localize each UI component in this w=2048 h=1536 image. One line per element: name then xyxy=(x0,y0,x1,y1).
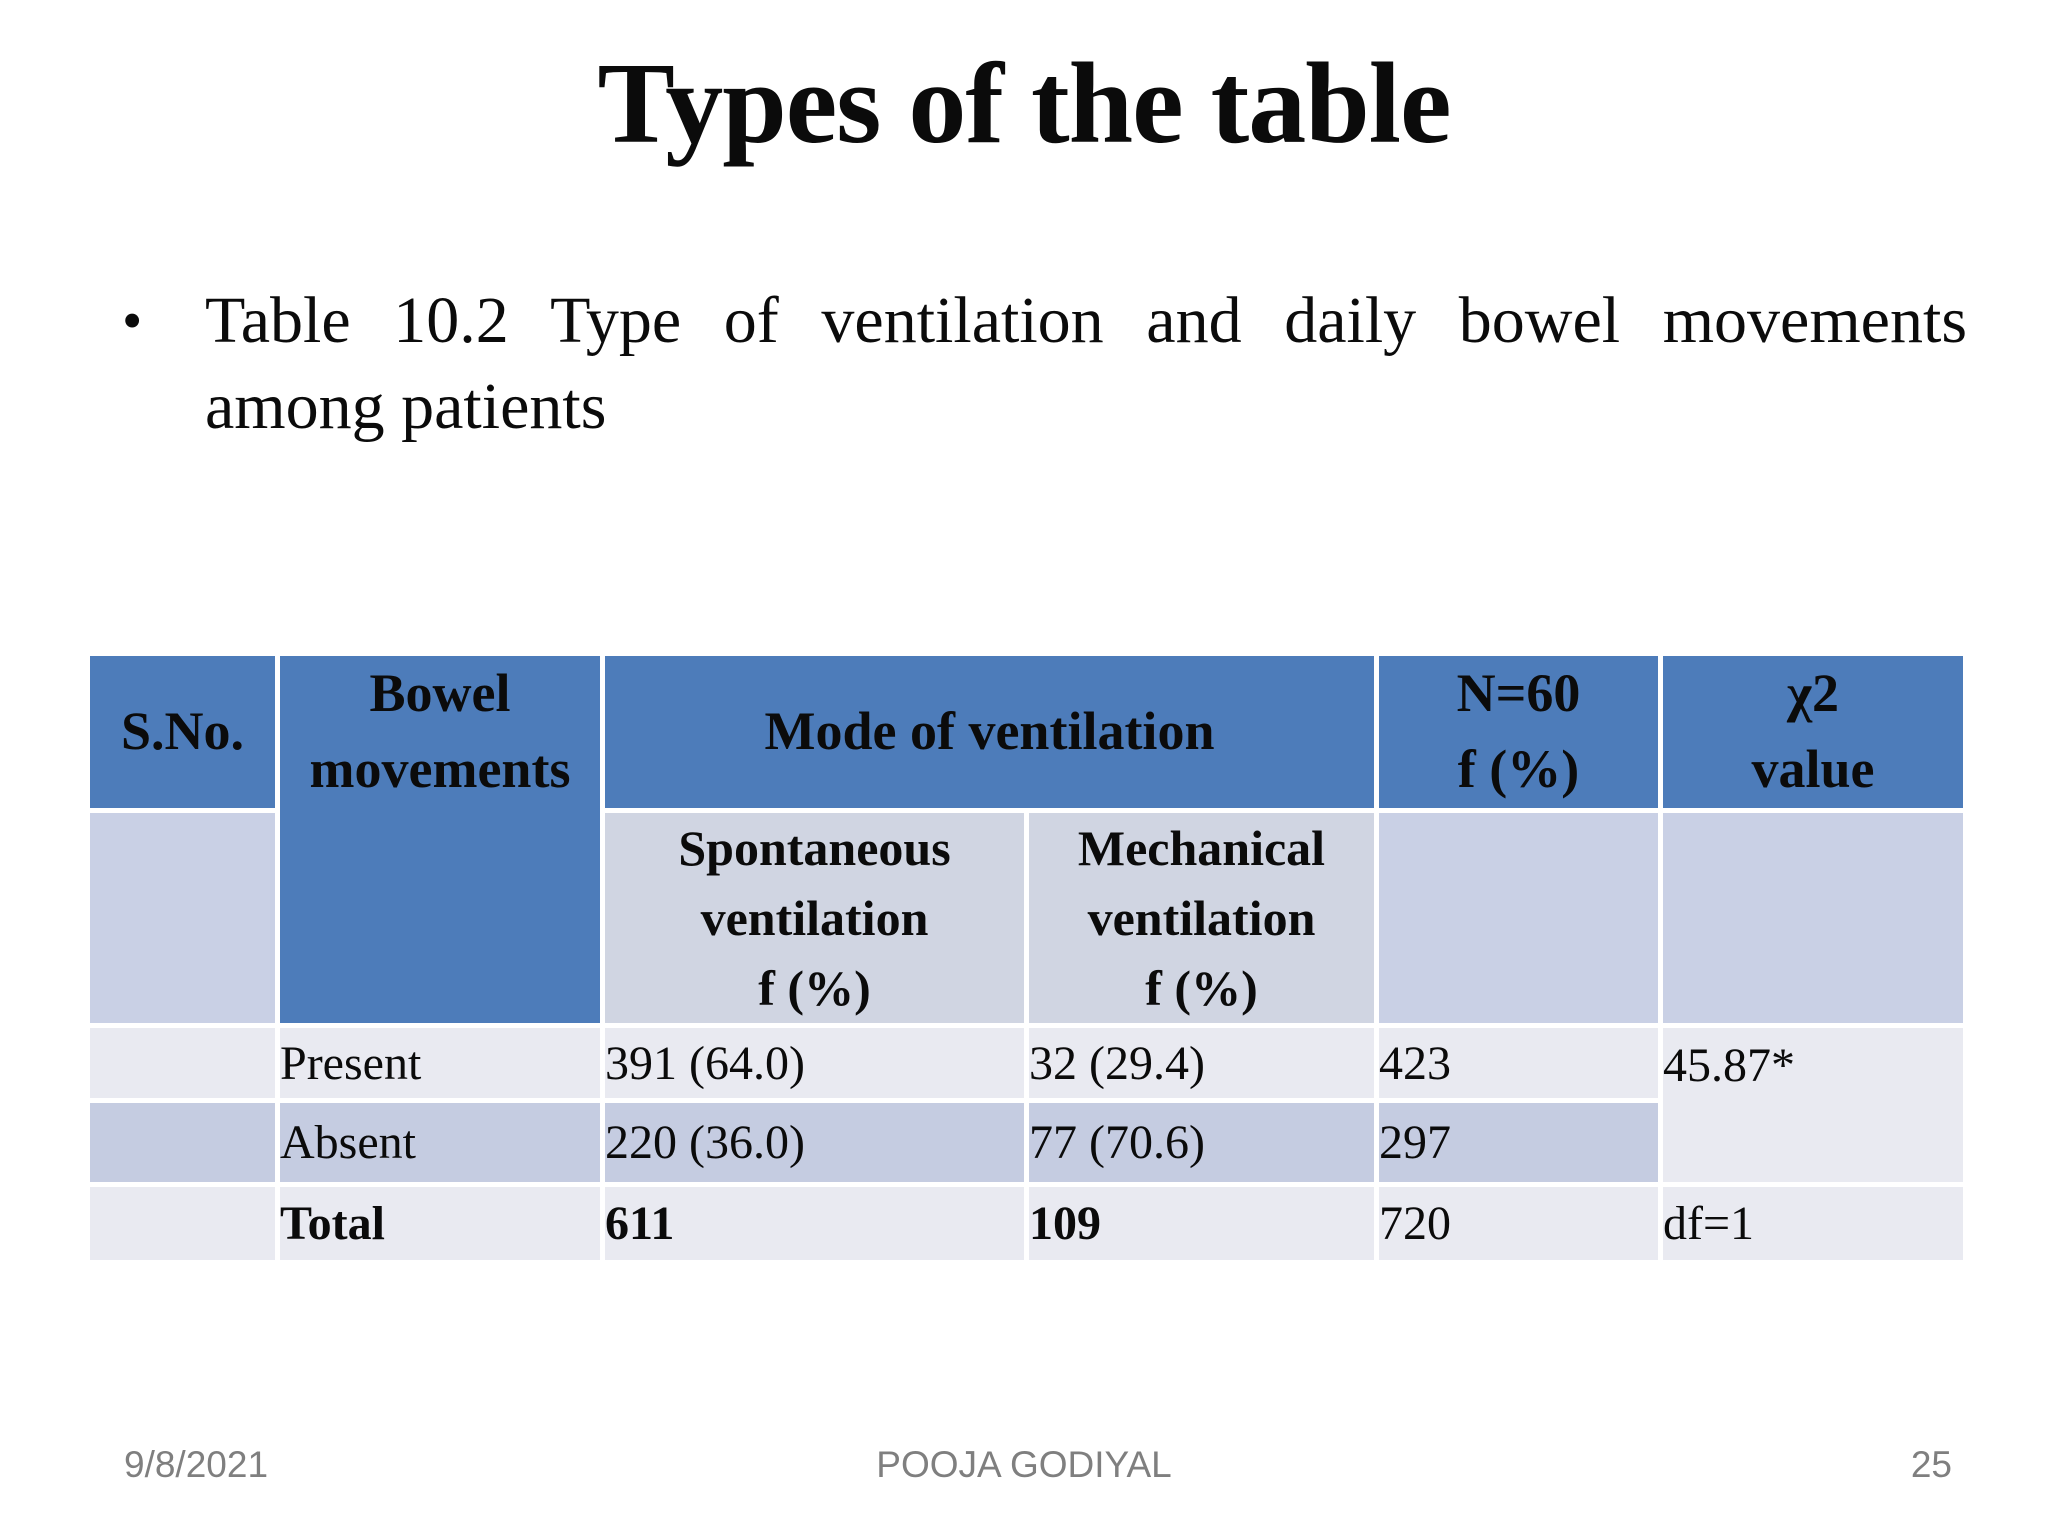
results-table: S.No. Bowel movements Mode of ventilatio… xyxy=(85,651,1968,1265)
subheader-spont-line-1: Spontaneous xyxy=(678,820,951,876)
header-cell-n60: N=60 f (%) xyxy=(1374,651,1663,813)
table-row-total: Total 611 109 720 df=1 xyxy=(85,1182,1968,1265)
footer-date: 9/8/2021 xyxy=(124,1444,269,1485)
header-n60-line-2: f (%) xyxy=(1457,739,1580,799)
bullet-text-line-2: among patients xyxy=(205,370,607,443)
header-n60-line-1: N=60 xyxy=(1456,663,1581,724)
table-subheader-row: Spontaneous ventilation f (%) Mechanical… xyxy=(85,808,1968,1028)
header-chi2-line-1: χ2 xyxy=(1787,663,1839,724)
subheader-cell-chi2-empty xyxy=(1658,808,1968,1028)
cell-n: 423 xyxy=(1374,1023,1663,1103)
header-chi2-line-2: value xyxy=(1751,739,1875,799)
cell-mechanical: 109 xyxy=(1024,1182,1379,1265)
cell-label: Present xyxy=(275,1023,605,1103)
table-header-row: S.No. Bowel movements Mode of ventilatio… xyxy=(85,651,1968,1028)
cell-spontaneous: 611 xyxy=(600,1182,1029,1265)
subheader-spont-line-3: f (%) xyxy=(758,960,871,1016)
bullet-item: • Table 10.2 Type of ventilation and dai… xyxy=(122,278,1967,450)
cell-n: 297 xyxy=(1374,1098,1663,1187)
cell-chi2-df: df=1 xyxy=(1658,1182,1968,1265)
cell-sno xyxy=(85,1182,280,1265)
cell-label: Total xyxy=(275,1182,605,1265)
subheader-mech-line-3: f (%) xyxy=(1145,960,1258,1016)
header-bowel-line-1: Bowel xyxy=(369,663,511,723)
cell-spontaneous: 391 (64.0) xyxy=(600,1023,1029,1103)
table-row-present: Present 391 (64.0) 32 (29.4) 423 45.87* xyxy=(85,1023,1968,1187)
table-row-absent: Absent 220 (36.0) 77 (70.6) 297 xyxy=(85,1098,1966,1187)
footer-page-number: 25 xyxy=(1910,1444,1952,1485)
cell-n: 720 xyxy=(1374,1182,1663,1265)
cell-sno xyxy=(85,1098,280,1187)
footer-author: POOJA GODIYAL xyxy=(876,1444,1172,1485)
bullet-text: Table 10.2 Type of ventilation and daily… xyxy=(205,278,1967,450)
cell-label: Absent xyxy=(275,1098,605,1187)
subheader-mech-line-1: Mechanical xyxy=(1077,820,1326,876)
header-bowel-line-2: movements xyxy=(309,738,571,799)
header-cell-mode-of-ventilation: Mode of ventilation xyxy=(600,651,1379,813)
subheader-cell-sno-empty xyxy=(85,808,280,1028)
bullet-text-line-1: Table 10.2 Type of ventilation and daily… xyxy=(205,284,1967,357)
cell-chi2-value: 45.87* xyxy=(1658,1023,1968,1187)
subheader-mech-line-2: ventilation xyxy=(1087,890,1316,946)
header-cell-chi2: χ2 value xyxy=(1658,651,1968,813)
subheader-spont-line-2: ventilation xyxy=(700,890,929,946)
cell-mechanical: 32 (29.4) xyxy=(1024,1023,1379,1103)
subheader-cell-mechanical: Mechanical ventilation f (%) xyxy=(1024,808,1379,1028)
cell-sno xyxy=(85,1023,280,1103)
subheader-cell-spontaneous: Spontaneous ventilation f (%) xyxy=(600,808,1029,1028)
cell-mechanical: 77 (70.6) xyxy=(1024,1098,1379,1187)
cell-spontaneous: 220 (36.0) xyxy=(600,1098,1029,1187)
header-cell-bowel-movements: Bowel movements xyxy=(275,651,605,1028)
header-cell-sno: S.No. xyxy=(85,651,280,813)
subheader-cell-n60-empty xyxy=(1374,808,1663,1028)
slide-title: Types of the table xyxy=(597,40,1451,168)
bullet-marker: • xyxy=(122,288,143,353)
